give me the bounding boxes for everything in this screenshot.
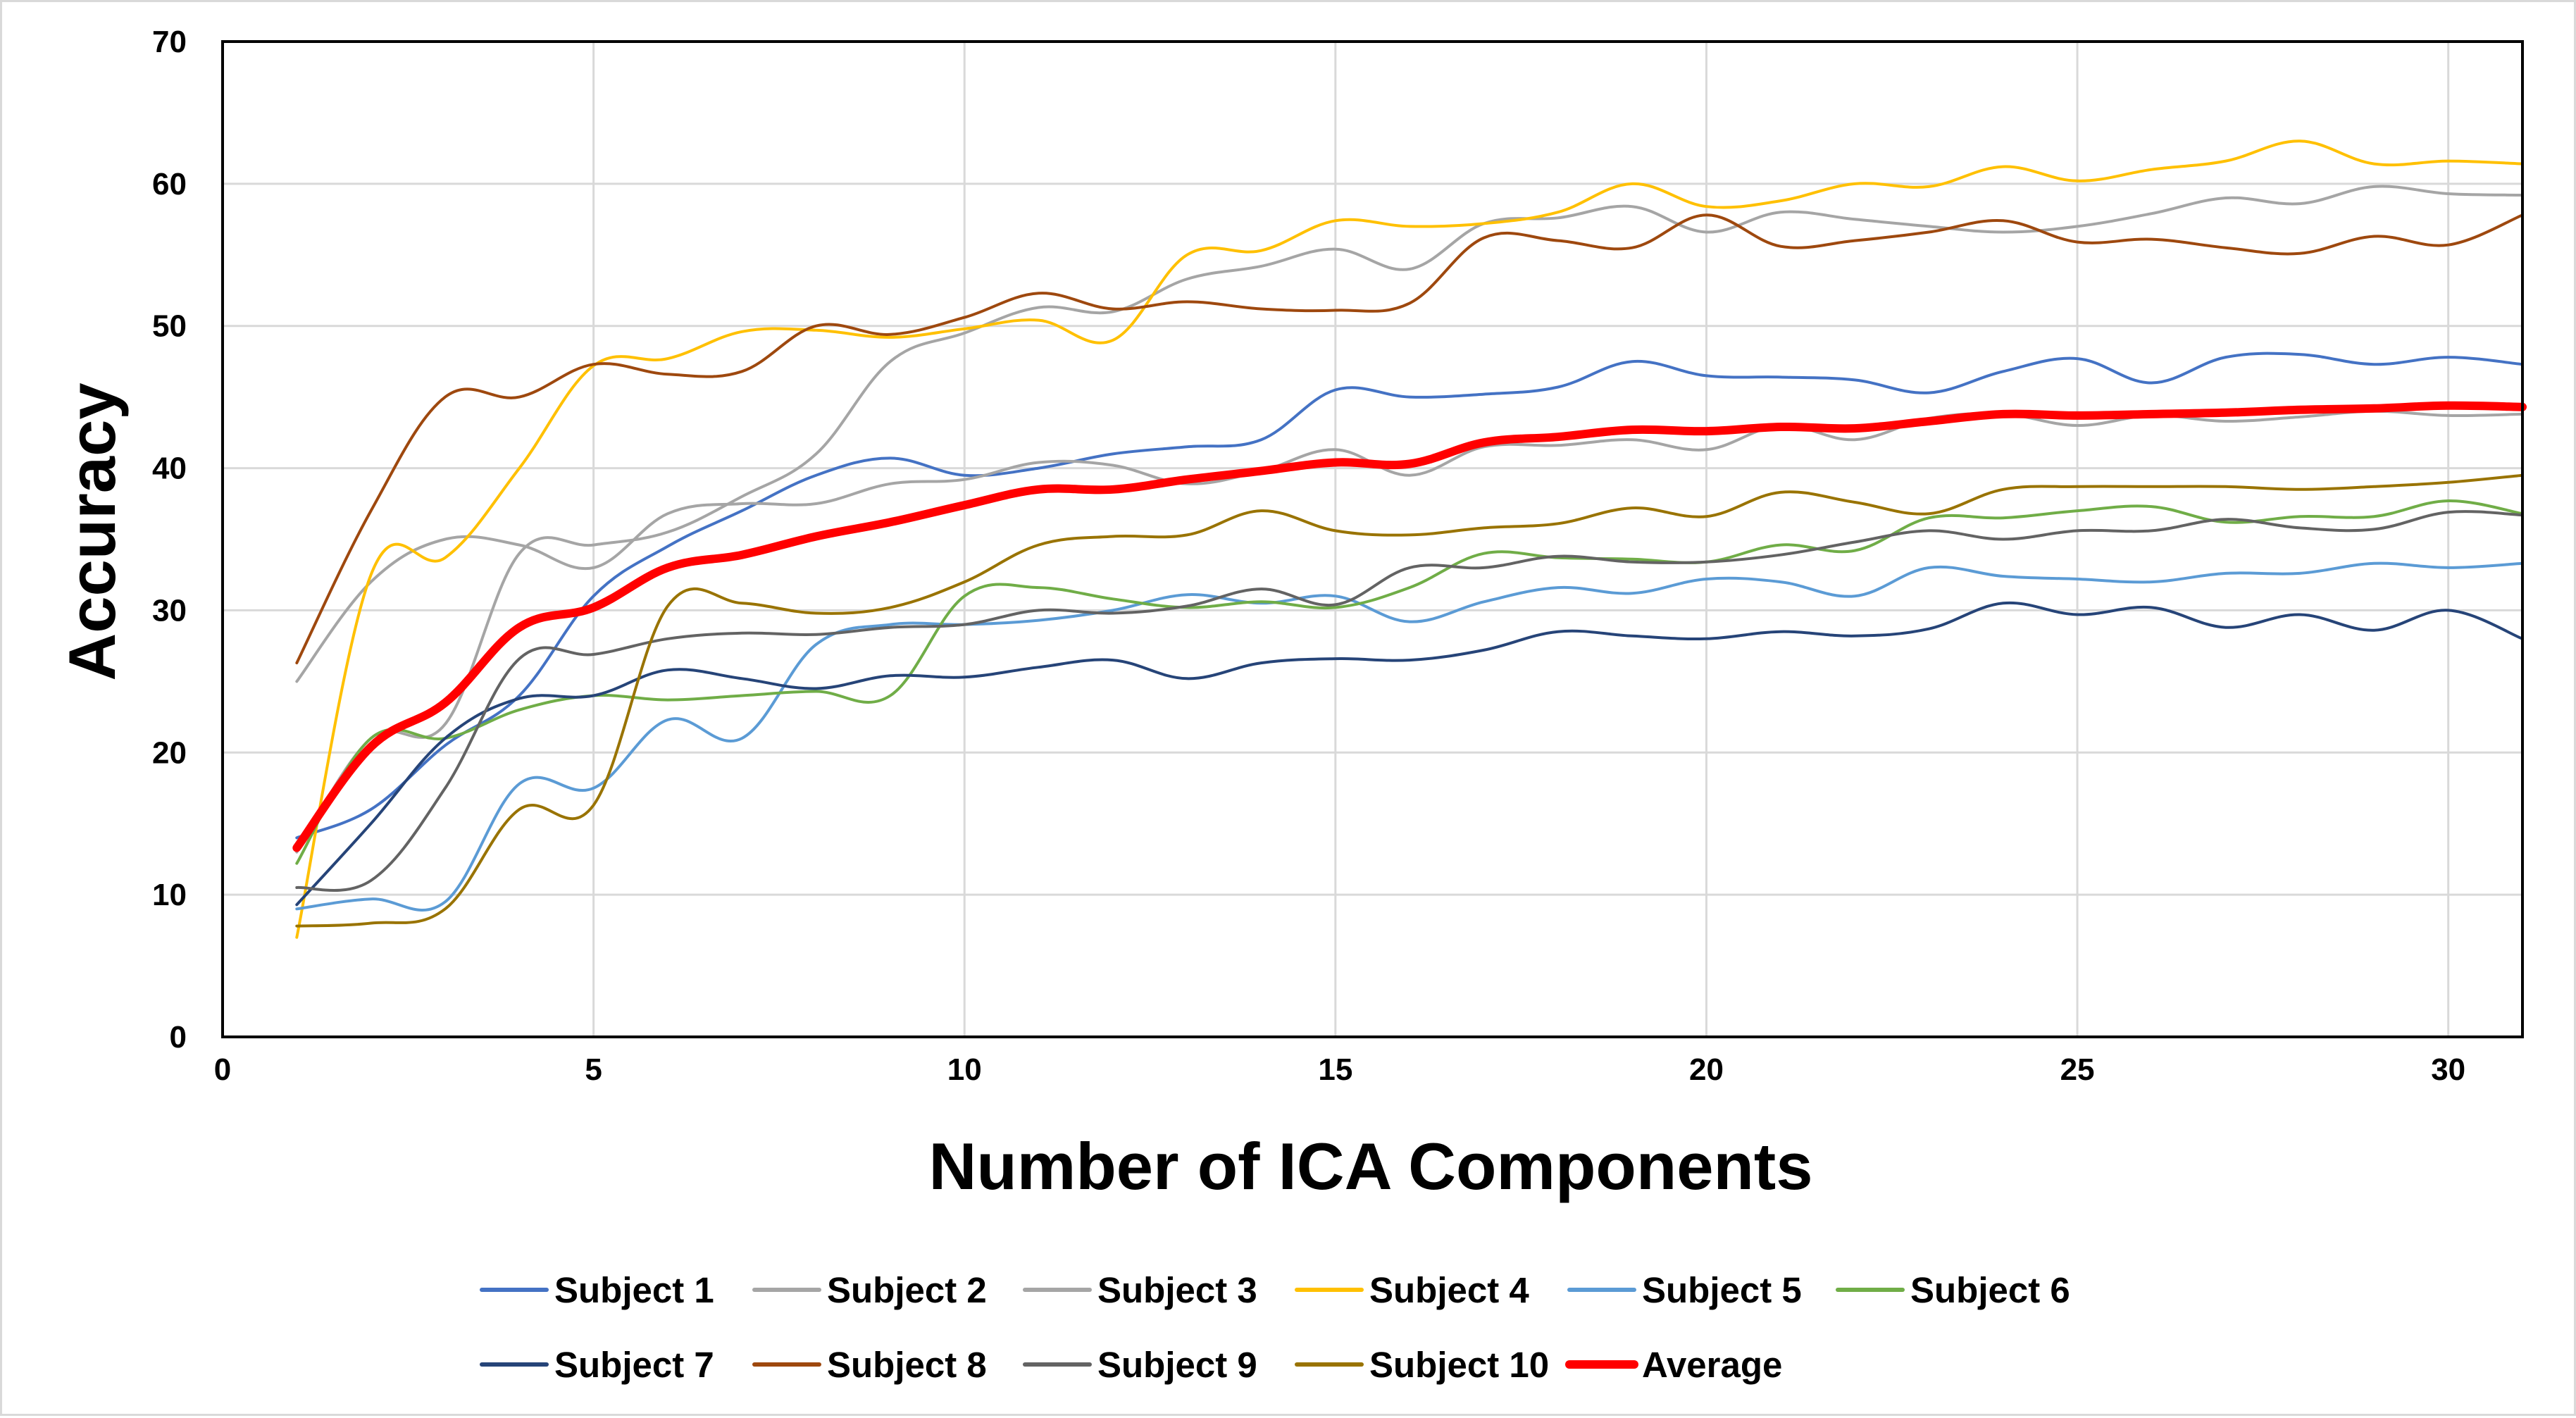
y-tick-label: 30: [152, 593, 187, 628]
x-axis-title: Number of ICA Components: [928, 1129, 1812, 1203]
series-line-average: [292, 401, 2527, 852]
legend: Subject 1 Subject 2 Subject 3 Subject 4 Subj…: [480, 1270, 2070, 1385]
series-line-subject-7: [295, 601, 2524, 907]
y-tick-label: 20: [152, 735, 187, 770]
y-tick-label: 60: [152, 167, 187, 201]
legend-label-subject-5: Subject 5: [1642, 1270, 1802, 1310]
legend-label-average: Average: [1642, 1345, 1782, 1385]
legend-label-subject-7: Subject 7: [554, 1345, 714, 1385]
series-line-subject-8: [295, 213, 2524, 665]
legend-label-subject-9: Subject 9: [1097, 1345, 1257, 1385]
y-tick-label: 0: [170, 1020, 187, 1055]
series-lines: [292, 139, 2527, 939]
y-tick-labels: 0 10 20 30 40 50 60 70: [152, 25, 187, 1055]
legend-label-subject-8: Subject 8: [827, 1345, 987, 1385]
series-line-subject-3: [295, 185, 2524, 854]
y-tick-label: 50: [152, 309, 187, 344]
gridlines: [221, 40, 2522, 1038]
y-tick-label: 10: [152, 878, 187, 912]
x-tick-label: 30: [2431, 1052, 2465, 1087]
x-tick-label: 10: [947, 1052, 982, 1087]
plot-area-border: [221, 40, 2524, 1038]
y-axis-title: Accuracy: [55, 383, 129, 680]
legend-label-subject-1: Subject 1: [554, 1270, 714, 1310]
x-tick-label: 15: [1318, 1052, 1352, 1087]
y-tick-label: 70: [152, 25, 187, 59]
y-tick-label: 40: [152, 452, 187, 486]
x-tick-label: 20: [1689, 1052, 1724, 1087]
x-tick-label: 0: [214, 1052, 231, 1087]
series-line-subject-4: [295, 139, 2524, 939]
series-line-subject-2: [295, 409, 2524, 683]
legend-label-subject-2: Subject 2: [827, 1270, 987, 1310]
series-line-subject-5: [295, 561, 2524, 912]
series-line-subject-6: [295, 499, 2524, 865]
series-line-subject-10: [295, 473, 2524, 928]
legend-label-subject-3: Subject 3: [1097, 1270, 1257, 1310]
legend-label-subject-4: Subject 4: [1369, 1270, 1529, 1310]
x-tick-labels: 0 5 10 15 20 25 30: [214, 1052, 2465, 1087]
x-tick-label: 25: [2060, 1052, 2095, 1087]
series-line-subject-9: [295, 510, 2524, 893]
legend-label-subject-10: Subject 10: [1369, 1345, 1549, 1385]
series-line-subject-1: [295, 352, 2524, 840]
legend-label-subject-6: Subject 6: [1910, 1270, 2070, 1310]
x-tick-label: 5: [585, 1052, 602, 1087]
